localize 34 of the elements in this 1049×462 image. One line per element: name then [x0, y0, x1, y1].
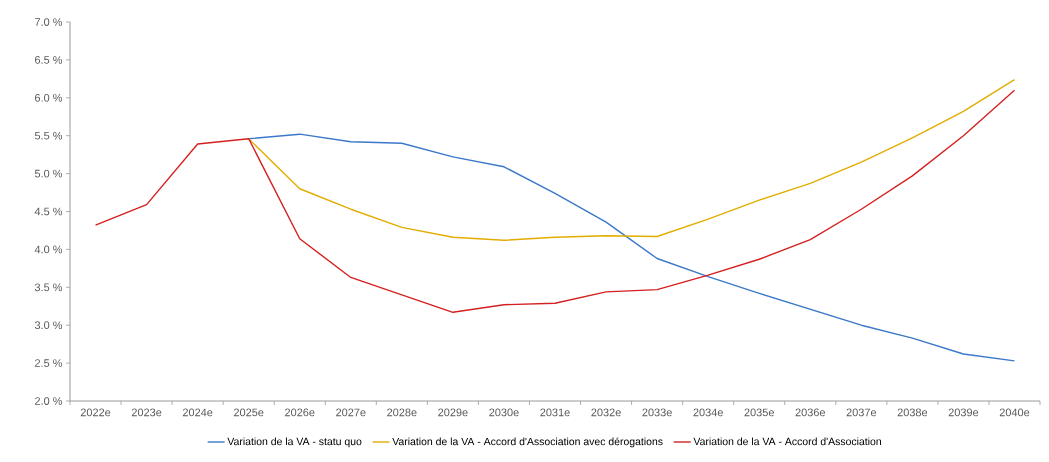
- x-tick-label: 2022e: [80, 408, 111, 417]
- y-tick-label: 5.0 %: [34, 169, 63, 178]
- y-tick-label: 4.5 %: [34, 207, 63, 216]
- x-tick-label: 2028e: [387, 408, 417, 417]
- x-tick-label: 2029e: [438, 408, 468, 417]
- legend-label: Variation de la VA - Accord d'Association: [693, 437, 881, 446]
- y-tick-label: 7.0 %: [35, 18, 63, 26]
- x-tick-label: 2036e: [795, 408, 826, 417]
- x-tick-label: 2040e: [999, 408, 1030, 417]
- y-tick-label: 2.0 %: [35, 397, 63, 405]
- x-tick-label: 2034e: [693, 408, 723, 417]
- x-tick-label: 2032e: [591, 408, 621, 417]
- x-tick-label: 2023e: [131, 408, 162, 417]
- x-tick-label: 2026e: [285, 408, 315, 417]
- line-series: [247, 78, 1016, 241]
- y-tick-label: 3.0 %: [34, 321, 63, 330]
- y-tick-label: 4.0 %: [34, 245, 63, 254]
- y-tick-label: 3.5 %: [34, 283, 63, 292]
- legend-label: Variation de la VA - Accord d'Association avec dérogations: [392, 437, 663, 448]
- legend-label: Variation de la VA - statu quo: [227, 437, 362, 448]
- y-tick-label: 5.5 %: [34, 131, 63, 140]
- x-tick-label: 2025e: [234, 408, 264, 417]
- x-tick-label: 2035e: [744, 408, 774, 417]
- x-tick-label: 2033e: [642, 408, 672, 417]
- y-tick-label: 2.5 %: [35, 359, 63, 367]
- y-tick-label: 6.5 %: [35, 56, 63, 64]
- x-tick-label: 2030e: [489, 408, 519, 417]
- x-tick-label: 2027e: [336, 408, 366, 417]
- y-tick-label: 6.0 %: [35, 93, 63, 102]
- x-tick-label: 2031e: [540, 408, 570, 417]
- x-tick-label: 2024e: [182, 408, 213, 417]
- x-tick-label: 2038e: [897, 408, 928, 417]
- x-tick-label: 2039e: [948, 408, 979, 417]
- x-tick-label: 2037e: [846, 408, 877, 417]
